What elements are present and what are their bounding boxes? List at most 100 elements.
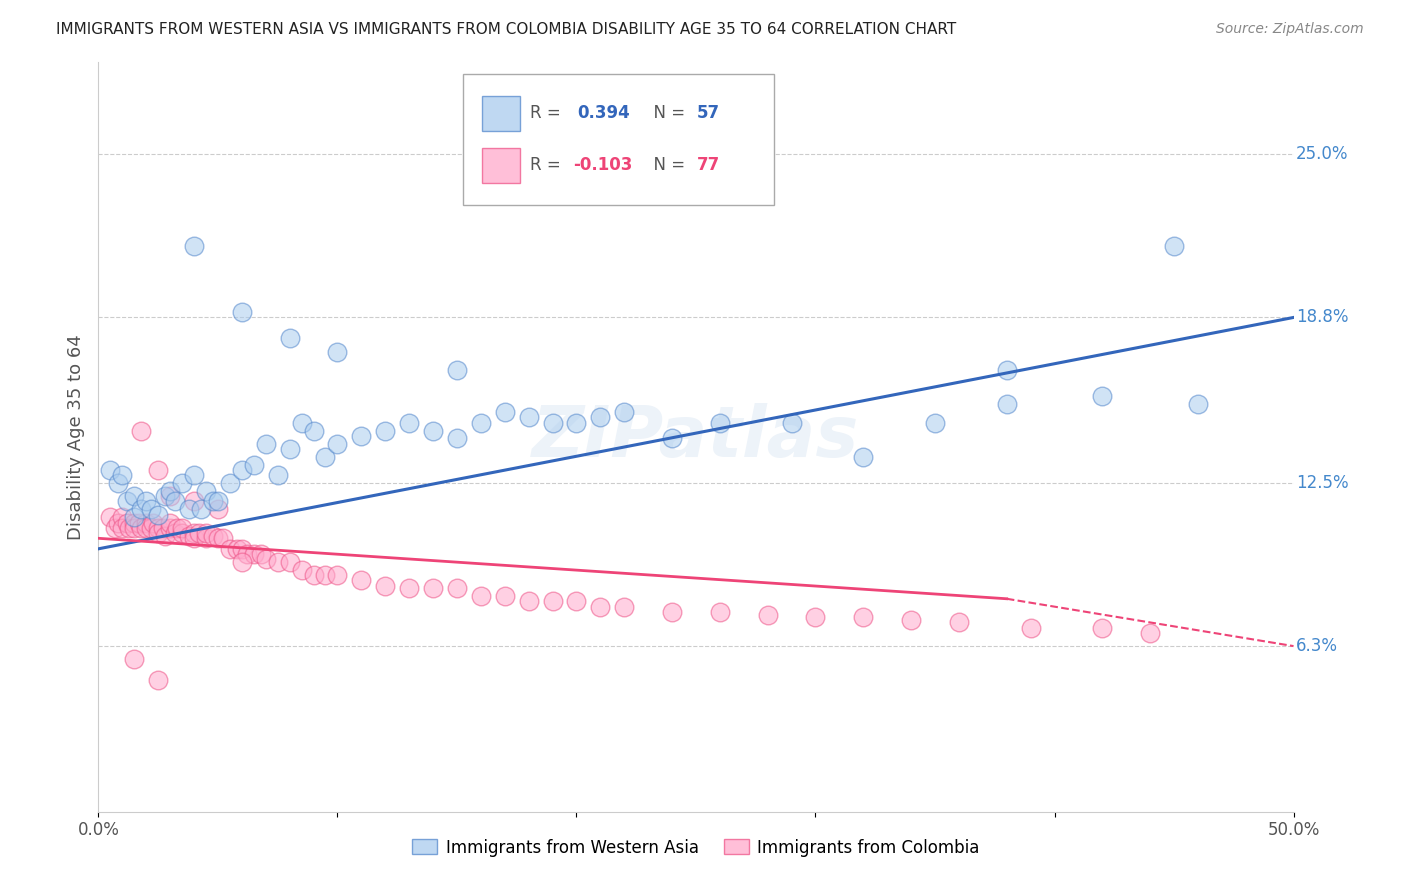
Point <box>159 521 181 535</box>
Point <box>780 416 803 430</box>
Point <box>183 494 205 508</box>
Point <box>104 521 127 535</box>
Point <box>278 555 301 569</box>
Point <box>107 516 129 530</box>
Point <box>398 581 420 595</box>
Point <box>148 508 170 522</box>
Point <box>111 510 134 524</box>
Point <box>995 397 1018 411</box>
Point <box>948 615 970 630</box>
Point <box>124 516 146 530</box>
Point <box>226 541 249 556</box>
Text: -0.103: -0.103 <box>572 156 633 174</box>
Point <box>124 652 146 666</box>
Text: N =: N = <box>644 156 690 174</box>
Point <box>1091 389 1114 403</box>
Point <box>98 510 122 524</box>
Point <box>1019 621 1042 635</box>
Point <box>148 673 170 688</box>
Point <box>756 607 779 622</box>
Text: 12.5%: 12.5% <box>1296 474 1348 492</box>
Point <box>231 305 253 319</box>
Point <box>155 489 177 503</box>
Point <box>278 331 301 345</box>
Point <box>315 450 337 464</box>
Point <box>446 431 468 445</box>
Point <box>243 547 266 561</box>
Point <box>422 581 444 595</box>
Point <box>470 589 492 603</box>
Text: Source: ZipAtlas.com: Source: ZipAtlas.com <box>1216 22 1364 37</box>
Point <box>565 416 588 430</box>
Point <box>148 463 170 477</box>
Point <box>1091 621 1114 635</box>
Point <box>661 431 683 445</box>
Point <box>195 526 218 541</box>
Point <box>231 541 253 556</box>
Point <box>235 547 257 561</box>
Point <box>207 494 229 508</box>
FancyBboxPatch shape <box>463 74 773 205</box>
Point <box>139 521 162 535</box>
Point <box>613 599 636 614</box>
Point <box>254 552 277 566</box>
Point <box>163 494 186 508</box>
Point <box>291 563 314 577</box>
Point <box>243 458 266 472</box>
Point <box>302 568 325 582</box>
Point <box>131 502 153 516</box>
Point <box>315 568 337 582</box>
Point <box>613 405 636 419</box>
Point <box>709 605 731 619</box>
Legend: Immigrants from Western Asia, Immigrants from Colombia: Immigrants from Western Asia, Immigrants… <box>406 832 986 863</box>
Point <box>98 463 122 477</box>
Point <box>166 521 188 535</box>
Text: 57: 57 <box>697 104 720 122</box>
Point <box>804 610 827 624</box>
Point <box>398 416 420 430</box>
Point <box>852 610 875 624</box>
Point <box>565 594 588 608</box>
Point <box>187 526 209 541</box>
Point <box>350 574 373 588</box>
Point <box>115 516 138 530</box>
Text: ZIPatlas: ZIPatlas <box>533 402 859 472</box>
Text: 0.394: 0.394 <box>578 104 630 122</box>
Point <box>219 541 242 556</box>
Point <box>172 476 194 491</box>
Point <box>183 531 205 545</box>
Point <box>195 531 218 545</box>
Point <box>179 502 201 516</box>
Point <box>231 555 253 569</box>
FancyBboxPatch shape <box>482 95 520 130</box>
Point <box>148 521 170 535</box>
Point <box>250 547 273 561</box>
Point <box>1139 626 1161 640</box>
Point <box>517 410 540 425</box>
Point <box>152 521 174 535</box>
Point <box>159 483 181 498</box>
Point <box>231 463 253 477</box>
Point <box>163 526 186 541</box>
Point <box>541 416 564 430</box>
Text: 6.3%: 6.3% <box>1296 637 1339 655</box>
Point <box>111 521 134 535</box>
Point <box>159 516 181 530</box>
Point <box>446 363 468 377</box>
Point <box>326 436 349 450</box>
Text: R =: R = <box>530 104 565 122</box>
Point <box>148 526 170 541</box>
Point <box>131 424 153 438</box>
Point <box>207 502 229 516</box>
Point <box>128 516 150 530</box>
Point <box>124 489 146 503</box>
Point <box>852 450 875 464</box>
Point <box>124 521 146 535</box>
Point <box>326 568 349 582</box>
Point <box>302 424 325 438</box>
Point <box>291 416 314 430</box>
Point <box>278 442 301 456</box>
Text: IMMIGRANTS FROM WESTERN ASIA VS IMMIGRANTS FROM COLOMBIA DISABILITY AGE 35 TO 64: IMMIGRANTS FROM WESTERN ASIA VS IMMIGRAN… <box>56 22 956 37</box>
Point <box>350 429 373 443</box>
Point <box>179 529 201 543</box>
